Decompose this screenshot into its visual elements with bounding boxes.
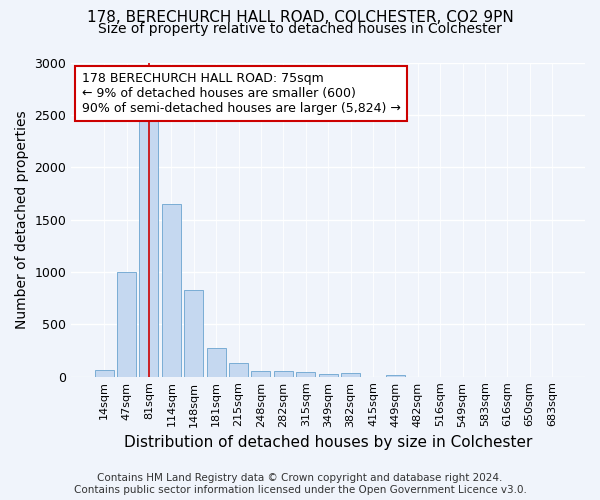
Bar bbox=[117, 272, 136, 376]
Bar bbox=[139, 119, 158, 376]
Text: 178 BERECHURCH HALL ROAD: 75sqm
← 9% of detached houses are smaller (600)
90% of: 178 BERECHURCH HALL ROAD: 75sqm ← 9% of … bbox=[82, 72, 400, 115]
X-axis label: Distribution of detached houses by size in Colchester: Distribution of detached houses by size … bbox=[124, 435, 532, 450]
Bar bbox=[251, 371, 271, 376]
Bar bbox=[95, 370, 113, 376]
Text: Contains HM Land Registry data © Crown copyright and database right 2024.
Contai: Contains HM Land Registry data © Crown c… bbox=[74, 474, 526, 495]
Text: 178, BERECHURCH HALL ROAD, COLCHESTER, CO2 9PN: 178, BERECHURCH HALL ROAD, COLCHESTER, C… bbox=[86, 10, 514, 25]
Bar bbox=[206, 348, 226, 376]
Bar bbox=[341, 373, 360, 376]
Bar bbox=[296, 372, 315, 376]
Bar bbox=[319, 374, 338, 376]
Text: Size of property relative to detached houses in Colchester: Size of property relative to detached ho… bbox=[98, 22, 502, 36]
Bar bbox=[162, 204, 181, 376]
Bar bbox=[184, 290, 203, 376]
Y-axis label: Number of detached properties: Number of detached properties bbox=[15, 110, 29, 329]
Bar bbox=[229, 363, 248, 376]
Bar bbox=[274, 371, 293, 376]
Bar bbox=[386, 374, 405, 376]
